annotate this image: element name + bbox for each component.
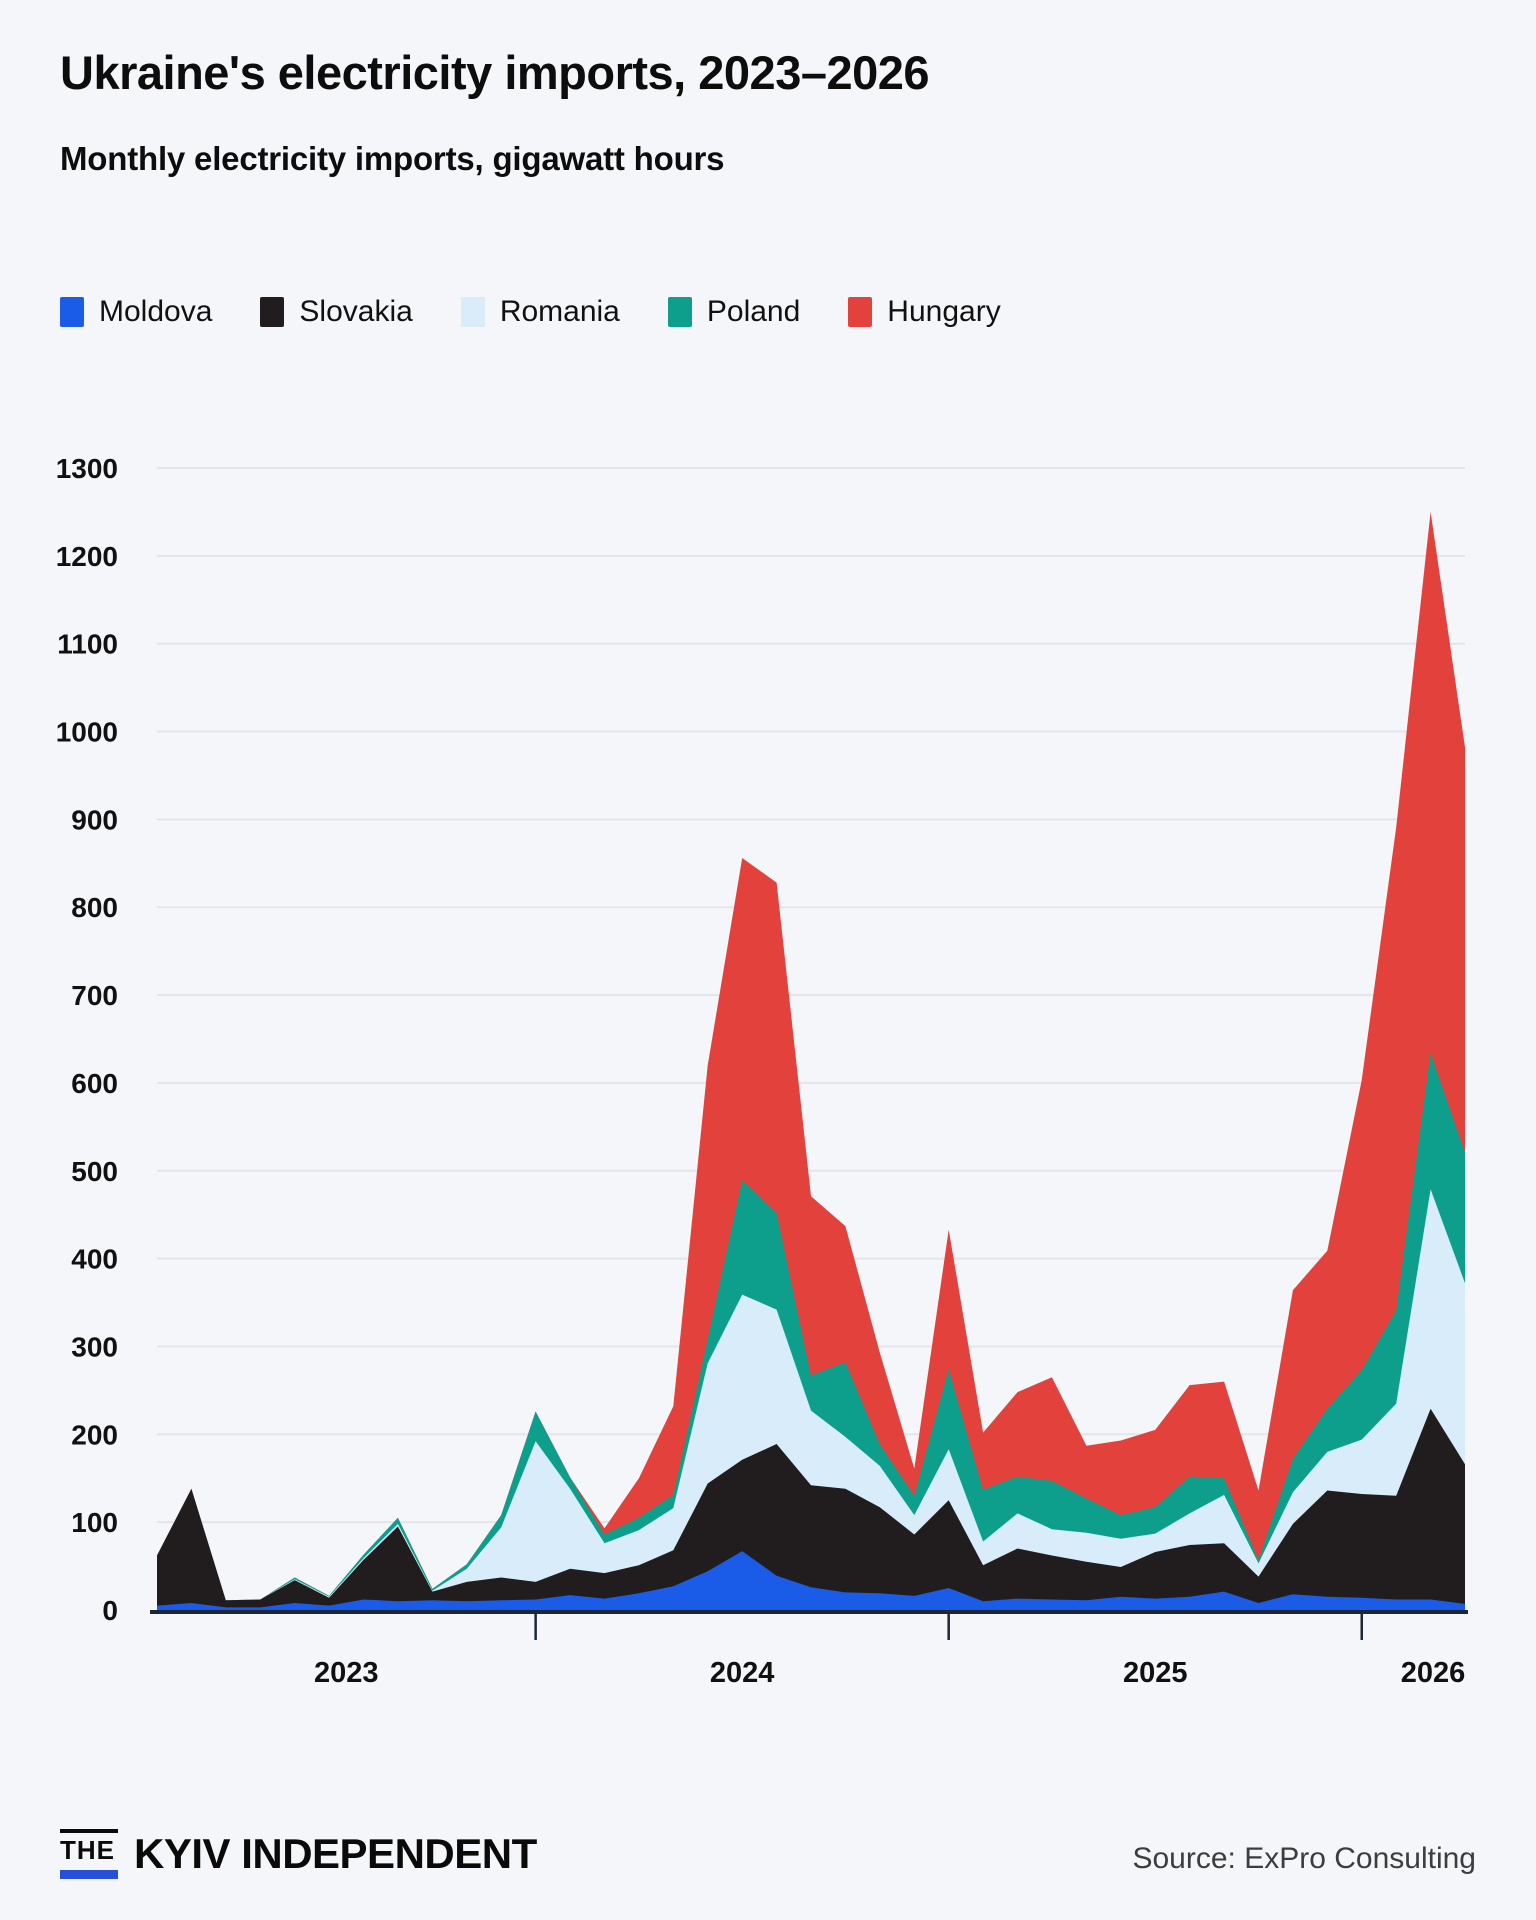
area-slovakia — [157, 1408, 1465, 1610]
x-axis: 2023 2024 2025 2026 — [314, 1614, 1465, 1689]
y-axis-labels: 0 100 200 300 400 500 600 700 800 900 1000 1100 1200… — [56, 453, 118, 1626]
legend-label: Moldova — [99, 295, 213, 328]
legend-item-hungary: Hungary — [848, 295, 1001, 329]
legend-swatch-romania — [460, 297, 485, 327]
logo-the-text: THE — [60, 1829, 118, 1866]
legend-label: Poland — [706, 295, 801, 328]
legend-swatch-slovakia — [260, 297, 285, 327]
y-tick-label-1300: 1300 — [56, 453, 118, 484]
x-tick-label-2025: 2025 — [1123, 1657, 1188, 1689]
logo-the-block: THE — [60, 1829, 118, 1879]
legend-swatch-poland — [667, 297, 692, 327]
x-tick-label-2026: 2026 — [1401, 1657, 1466, 1689]
y-tick-label-800: 800 — [71, 892, 118, 923]
source-credit: Source: ExPro Consulting — [1132, 1842, 1476, 1875]
y-tick-label-1000: 1000 — [56, 717, 118, 748]
legend-item-moldova: Moldova — [60, 295, 212, 329]
legend-item-poland: Poland — [667, 295, 801, 329]
y-tick-label-900: 900 — [71, 804, 118, 835]
y-tick-label-300: 300 — [71, 1331, 118, 1362]
logo-underline-bar — [60, 1870, 118, 1879]
legend-label: Hungary — [887, 295, 1001, 328]
logo-name-text: KYIV INDEPENDENT — [134, 1830, 537, 1877]
legend-swatch-hungary — [848, 297, 873, 327]
page-title: Ukraine's electricity imports, 2023–2026 — [60, 46, 930, 99]
y-tick-label-500: 500 — [71, 1156, 118, 1187]
y-tick-label-200: 200 — [71, 1419, 118, 1450]
legend-item-slovakia: Slovakia — [260, 295, 413, 329]
legend-label: Slovakia — [299, 295, 413, 328]
y-tick-label-400: 400 — [71, 1244, 118, 1275]
y-tick-label-0: 0 — [102, 1595, 118, 1626]
x-tick-label-2024: 2024 — [710, 1657, 775, 1689]
x-tick-label-2023: 2023 — [314, 1657, 379, 1689]
gridlines — [157, 467, 1465, 1524]
y-tick-label-1100: 1100 — [57, 629, 118, 660]
y-tick-label-100: 100 — [71, 1507, 118, 1538]
chart-legend: Moldova Slovakia Romania Poland Hungary — [60, 294, 1001, 330]
legend-item-romania: Romania — [460, 295, 620, 329]
stacked-areas — [157, 511, 1465, 1610]
y-tick-label-1200: 1200 — [56, 541, 118, 572]
legend-swatch-moldova — [60, 297, 84, 327]
y-tick-label-700: 700 — [71, 980, 118, 1011]
imports-area-chart: 0 100 200 300 400 500 600 700 800 900 1000 1100 1200… — [56, 453, 1468, 1689]
y-tick-label-600: 600 — [71, 1068, 118, 1099]
page-subtitle: Monthly electricity imports, gigawatt ho… — [60, 140, 725, 177]
area-moldova — [157, 1551, 1465, 1610]
kyiv-independent-logo: THE KYIV INDEPENDENT — [60, 1826, 537, 1882]
legend-label: Romania — [499, 295, 620, 328]
